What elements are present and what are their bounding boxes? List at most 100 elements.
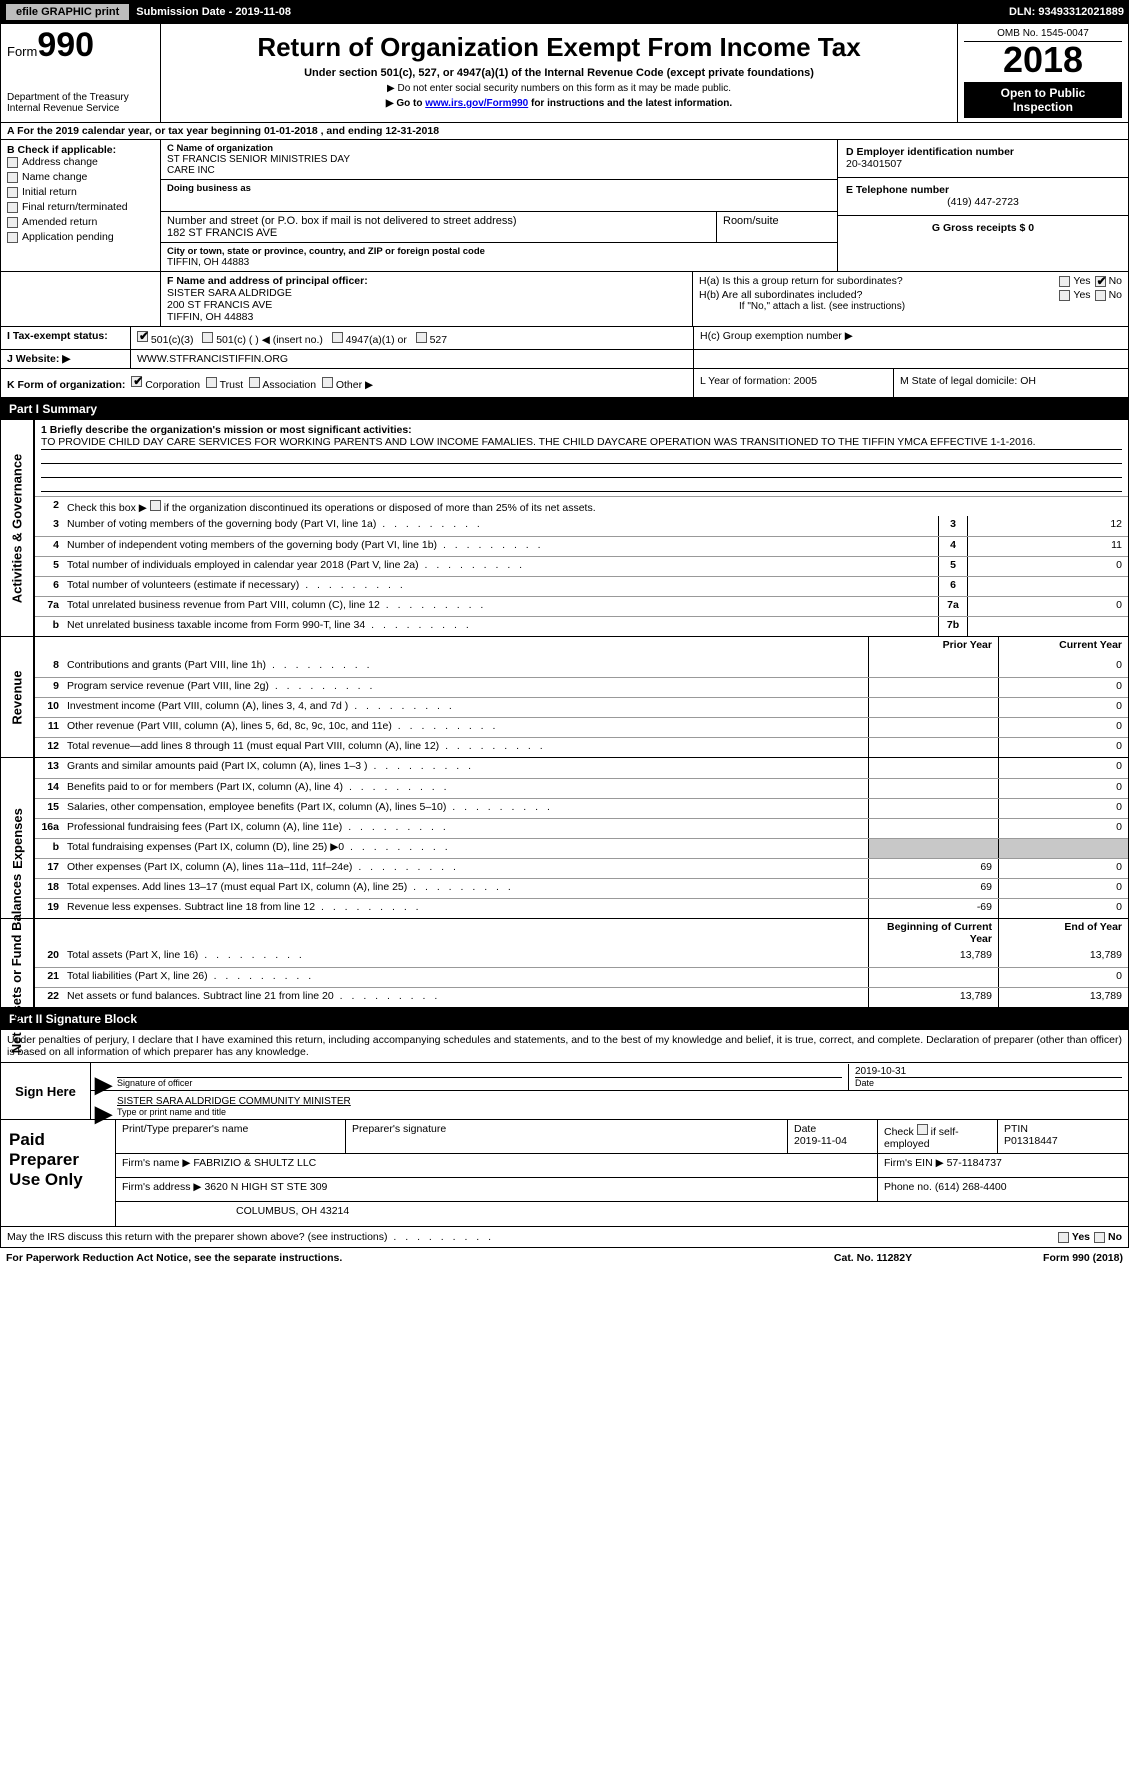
checkbox-4947[interactable] <box>332 332 343 343</box>
checkbox-application-pending[interactable] <box>7 232 18 243</box>
checkbox-discontinued[interactable] <box>150 500 161 511</box>
firm-city: COLUMBUS, OH 43214 <box>116 1202 1128 1226</box>
q1-text: TO PROVIDE CHILD DAY CARE SERVICES FOR W… <box>41 436 1122 450</box>
side-activities: Activities & Governance <box>1 420 35 636</box>
sig-declaration: Under penalties of perjury, I declare th… <box>1 1030 1128 1063</box>
ein-label: D Employer identification number <box>846 146 1120 158</box>
ha-yes-checkbox[interactable] <box>1059 276 1070 287</box>
summary-line: 5Total number of individuals employed in… <box>35 556 1128 576</box>
discuss-row: May the IRS discuss this return with the… <box>0 1227 1129 1248</box>
q2-text: Check this box ▶ if the organization dis… <box>63 497 1128 516</box>
page-footer: For Paperwork Reduction Act Notice, see … <box>0 1248 1129 1268</box>
checkbox-501c[interactable] <box>202 332 213 343</box>
checkbox-trust[interactable] <box>206 377 217 388</box>
principal-officer: F Name and address of principal officer:… <box>161 272 693 326</box>
summary-line: 15Salaries, other compensation, employee… <box>35 798 1128 818</box>
website-label: J Website: ▶ <box>1 350 131 368</box>
hb-no-checkbox[interactable] <box>1095 290 1106 301</box>
firm-ein-value: 57-1184737 <box>947 1157 1002 1169</box>
grid-b-c-d: B Check if applicable: Address change Na… <box>0 140 1129 272</box>
form-ref: Form 990 (2018) <box>973 1252 1123 1264</box>
prep-date-label: Date <box>794 1123 871 1135</box>
checkbox-association[interactable] <box>249 377 260 388</box>
part1-header: Part I Summary <box>0 398 1129 420</box>
checkbox-self-employed[interactable] <box>917 1124 928 1135</box>
signature-block: Under penalties of perjury, I declare th… <box>0 1030 1129 1120</box>
firm-addr-label: Firm's address ▶ <box>122 1181 202 1193</box>
form-title: Return of Organization Exempt From Incom… <box>167 32 951 63</box>
firm-ein-label: Firm's EIN ▶ <box>884 1157 944 1169</box>
dba-label: Doing business as <box>167 183 831 194</box>
section-activities: Activities & Governance 1 Briefly descri… <box>0 420 1129 637</box>
ptin-value: P01318447 <box>1004 1135 1122 1147</box>
website-value: WWW.STFRANCISTIFFIN.ORG <box>131 350 693 368</box>
tax-exempt-label: I Tax-exempt status: <box>1 327 131 349</box>
firm-addr-value: 3620 N HIGH ST STE 309 <box>204 1181 327 1193</box>
col-c-org-info: C Name of organization ST FRANCIS SENIOR… <box>161 140 838 271</box>
lbl-address-change: Address change <box>22 156 98 168</box>
h-questions: H(a) Is this a group return for subordin… <box>693 272 1128 326</box>
section-netassets: Net Assets or Fund Balances Beginning of… <box>0 919 1129 1008</box>
sig-date-label: Date <box>855 1077 1122 1088</box>
col-b-heading: B Check if applicable: <box>7 144 154 156</box>
checkbox-address-change[interactable] <box>7 157 18 168</box>
city-value: TIFFIN, OH 44883 <box>167 257 831 268</box>
side-revenue: Revenue <box>1 637 35 757</box>
addr-label: Number and street (or P.O. box if mail i… <box>167 215 710 227</box>
arrow-icon: ▶ <box>91 1108 111 1119</box>
preparer-sig-label: Preparer's signature <box>346 1120 788 1153</box>
sig-officer-label: Signature of officer <box>117 1077 842 1088</box>
org-name-1: ST FRANCIS SENIOR MINISTRIES DAY <box>167 154 831 165</box>
irs-label: Internal Revenue Service <box>7 103 154 114</box>
dln-number: DLN: 93493312021889 <box>1009 6 1124 18</box>
paid-preparer-block: Paid Preparer Use Only Print/Type prepar… <box>0 1120 1129 1227</box>
form-note2: ▶ Go to www.irs.gov/Form990 for instruct… <box>167 98 951 109</box>
org-name-label: C Name of organization <box>167 143 831 154</box>
checkbox-final-return[interactable] <box>7 202 18 213</box>
part2-header: Part II Signature Block <box>0 1008 1129 1030</box>
room-suite-label: Room/suite <box>723 215 831 227</box>
officer-name: SISTER SARA ALDRIDGE COMMUNITY MINISTER <box>117 1096 1122 1107</box>
form-number: 990 <box>37 26 94 64</box>
summary-line: 4Number of independent voting members of… <box>35 536 1128 556</box>
form-id-cell: Form990 Department of the Treasury Inter… <box>1 24 161 122</box>
checkbox-initial-return[interactable] <box>7 187 18 198</box>
lbl-application-pending: Application pending <box>22 231 114 243</box>
checkbox-501c3[interactable] <box>137 331 148 342</box>
summary-line: 12Total revenue—add lines 8 through 11 (… <box>35 737 1128 757</box>
lbl-final-return: Final return/terminated <box>22 201 128 213</box>
summary-line: 9Program service revenue (Part VIII, lin… <box>35 677 1128 697</box>
efile-button[interactable]: efile GRAPHIC print <box>5 3 130 21</box>
summary-line: 13Grants and similar amounts paid (Part … <box>35 758 1128 778</box>
hb-yes-checkbox[interactable] <box>1059 290 1070 301</box>
preparer-name-label: Print/Type preparer's name <box>116 1120 346 1153</box>
checkbox-name-change[interactable] <box>7 172 18 183</box>
checkbox-amended-return[interactable] <box>7 217 18 228</box>
sign-here-label: Sign Here <box>1 1063 91 1119</box>
checkbox-other[interactable] <box>322 377 333 388</box>
summary-line: 6Total number of volunteers (estimate if… <box>35 576 1128 596</box>
checkbox-corporation[interactable] <box>131 376 142 387</box>
form990-link[interactable]: www.irs.gov/Form990 <box>425 98 528 109</box>
hb-note: If "No," attach a list. (see instruction… <box>699 301 1122 312</box>
sig-date: 2019-10-31 <box>855 1066 1122 1077</box>
year-formation: L Year of formation: 2005 <box>693 369 893 397</box>
summary-line: 16aProfessional fundraising fees (Part I… <box>35 818 1128 838</box>
arrow-icon: ▶ <box>91 1079 111 1090</box>
ptin-label: PTIN <box>1004 1123 1122 1135</box>
hc-label: H(c) Group exemption number ▶ <box>693 327 1128 349</box>
open-to-public: Open to Public Inspection <box>964 82 1122 118</box>
checkbox-527[interactable] <box>416 332 427 343</box>
type-name-label: Type or print name and title <box>117 1107 1122 1117</box>
current-year-header: Current Year <box>998 637 1128 657</box>
summary-line: 10Investment income (Part VIII, column (… <box>35 697 1128 717</box>
grid-f-h: F Name and address of principal officer:… <box>0 272 1129 327</box>
discuss-yes-checkbox[interactable] <box>1058 1232 1069 1243</box>
lbl-name-change: Name change <box>22 171 87 183</box>
form-subtitle: Under section 501(c), 527, or 4947(a)(1)… <box>167 67 951 79</box>
col-d-e-g: D Employer identification number 20-3401… <box>838 140 1128 271</box>
discuss-no-checkbox[interactable] <box>1094 1232 1105 1243</box>
ha-no-checkbox[interactable] <box>1095 276 1106 287</box>
row-k: K Form of organization: Corporation Trus… <box>0 369 1129 398</box>
form-prefix: Form <box>7 44 37 59</box>
